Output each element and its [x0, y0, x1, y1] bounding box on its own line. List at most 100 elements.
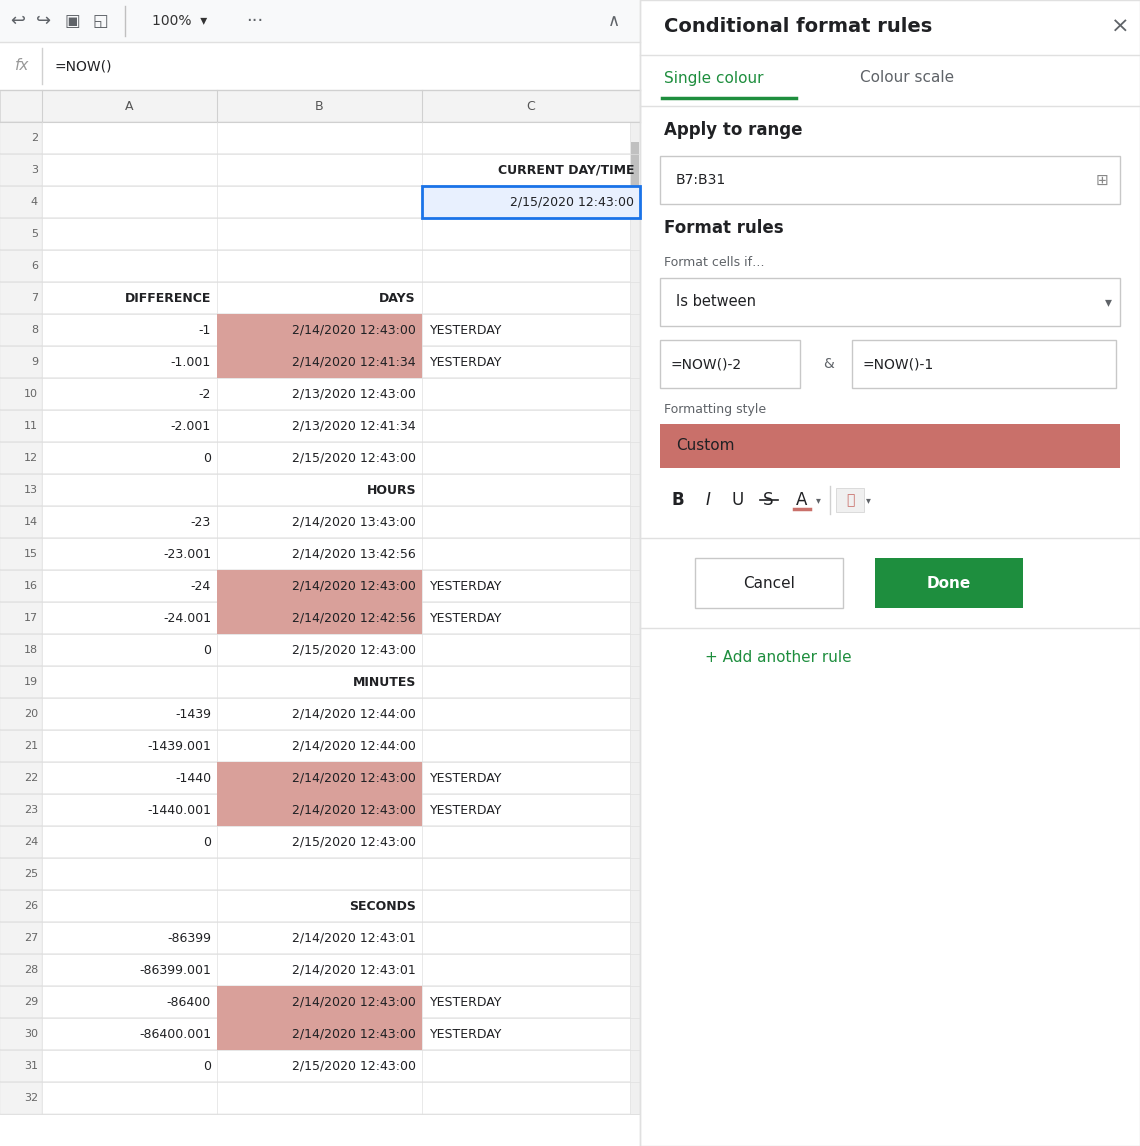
Text: =NOW()-2: =NOW()-2: [670, 358, 741, 371]
Text: 2/14/2020 12:41:34: 2/14/2020 12:41:34: [292, 355, 416, 369]
Text: 2/13/2020 12:41:34: 2/13/2020 12:41:34: [292, 419, 416, 432]
Text: fx: fx: [15, 58, 30, 73]
Text: 4: 4: [31, 197, 38, 207]
Bar: [0, 218, 42, 250]
Bar: [0, 474, 640, 507]
Bar: [0, 91, 42, 121]
Bar: [0, 537, 42, 570]
Text: 26: 26: [24, 901, 38, 911]
Text: ↪: ↪: [36, 11, 51, 30]
Text: Single colour: Single colour: [663, 71, 764, 86]
Text: ···: ···: [246, 11, 263, 30]
Text: -1440: -1440: [174, 771, 211, 785]
Text: 13: 13: [24, 485, 38, 495]
Text: B7:B31: B7:B31: [676, 173, 726, 187]
Bar: [0, 91, 640, 121]
Bar: [0, 410, 42, 442]
Bar: [0, 666, 640, 698]
Bar: [0, 250, 640, 282]
Text: ⊞: ⊞: [1096, 173, 1108, 188]
Text: 29: 29: [24, 997, 38, 1007]
Bar: [0, 602, 640, 634]
Bar: [0, 986, 42, 1018]
Bar: [0, 1018, 42, 1050]
Bar: [0, 826, 42, 858]
Text: -2: -2: [198, 387, 211, 400]
Text: ⛽: ⛽: [846, 493, 854, 507]
Bar: [660, 278, 1119, 325]
Text: YESTERDAY: YESTERDAY: [430, 355, 503, 369]
Bar: [0, 634, 42, 666]
Bar: [0, 1082, 640, 1114]
Bar: [0, 1018, 640, 1050]
Bar: [0, 570, 640, 602]
Text: -1439.001: -1439.001: [147, 739, 211, 753]
Text: 23: 23: [24, 804, 38, 815]
Bar: [632, 142, 640, 202]
Bar: [0, 1050, 640, 1082]
Bar: [217, 986, 422, 1018]
Bar: [0, 442, 42, 474]
Bar: [0, 794, 42, 826]
Text: =NOW()-1: =NOW()-1: [862, 358, 934, 371]
Bar: [0, 794, 640, 826]
Bar: [0, 186, 640, 218]
Bar: [660, 424, 1119, 468]
Bar: [0, 121, 42, 154]
Bar: [422, 186, 640, 218]
Text: MINUTES: MINUTES: [352, 675, 416, 689]
Text: 20: 20: [24, 709, 38, 719]
Bar: [876, 558, 1023, 609]
Text: 2/14/2020 12:44:00: 2/14/2020 12:44:00: [292, 739, 416, 753]
Bar: [0, 442, 640, 474]
Text: 2/14/2020 12:43:00: 2/14/2020 12:43:00: [292, 996, 416, 1008]
Text: 5: 5: [31, 229, 38, 240]
Bar: [0, 762, 640, 794]
Bar: [0, 410, 640, 442]
Text: -86400: -86400: [166, 996, 211, 1008]
Text: -24: -24: [190, 580, 211, 592]
Text: S: S: [763, 490, 773, 509]
Bar: [0, 698, 640, 730]
Text: -23.001: -23.001: [163, 548, 211, 560]
Text: 0: 0: [203, 644, 211, 657]
Text: -1.001: -1.001: [171, 355, 211, 369]
Text: 6: 6: [31, 261, 38, 270]
Bar: [0, 507, 42, 537]
Text: 2/15/2020 12:43:00: 2/15/2020 12:43:00: [510, 196, 634, 209]
Text: -1440.001: -1440.001: [147, 803, 211, 816]
Bar: [0, 346, 640, 378]
Text: 2/13/2020 12:43:00: 2/13/2020 12:43:00: [292, 387, 416, 400]
Text: A: A: [797, 490, 807, 509]
Text: 18: 18: [24, 645, 38, 656]
Bar: [217, 762, 422, 794]
Text: ↩: ↩: [10, 11, 25, 30]
Bar: [0, 42, 640, 91]
Text: 28: 28: [24, 965, 38, 975]
Text: -1: -1: [198, 323, 211, 337]
Text: 2: 2: [31, 133, 38, 143]
Text: DAYS: DAYS: [380, 291, 416, 305]
Bar: [0, 0, 640, 42]
Bar: [0, 570, 42, 602]
Text: 2/15/2020 12:43:00: 2/15/2020 12:43:00: [292, 644, 416, 657]
Text: 2/15/2020 12:43:00: 2/15/2020 12:43:00: [292, 1060, 416, 1073]
Text: 2/15/2020 12:43:00: 2/15/2020 12:43:00: [292, 452, 416, 464]
Text: ◱: ◱: [92, 11, 108, 30]
Bar: [0, 698, 42, 730]
Bar: [0, 858, 640, 890]
Text: -86399: -86399: [166, 932, 211, 944]
Text: 24: 24: [24, 837, 38, 847]
Bar: [217, 794, 422, 826]
Text: 2/14/2020 12:43:00: 2/14/2020 12:43:00: [292, 323, 416, 337]
Text: 0: 0: [203, 1060, 211, 1073]
Bar: [0, 121, 640, 154]
Text: 10: 10: [24, 388, 38, 399]
Bar: [0, 378, 42, 410]
Text: SECONDS: SECONDS: [349, 900, 416, 912]
Bar: [630, 121, 640, 1114]
Text: DIFFERENCE: DIFFERENCE: [124, 291, 211, 305]
Text: I: I: [706, 490, 710, 509]
Bar: [217, 1018, 422, 1050]
Text: C: C: [527, 100, 536, 112]
